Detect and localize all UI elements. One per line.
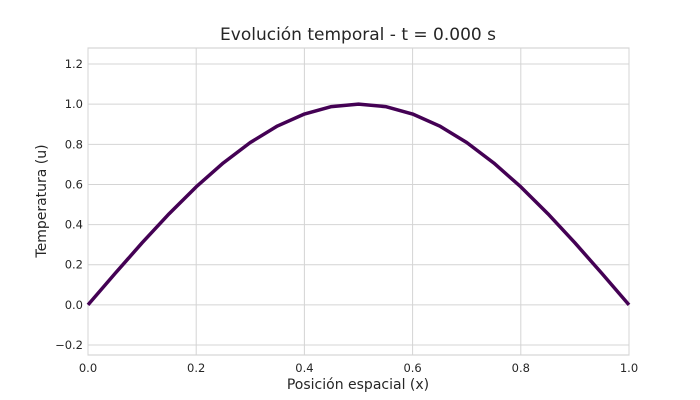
y-tick-label: 0.6 (65, 177, 83, 191)
y-axis-ticks: −0.2 0.0 0.2 0.4 0.6 0.8 1.0 1.2 (55, 57, 83, 352)
x-tick-label: 0.4 (295, 361, 313, 375)
y-tick-label: 1.2 (65, 57, 83, 71)
chart-title: Evolución temporal - t = 0.000 s (220, 25, 496, 45)
y-axis-label: Temperatura (u) (34, 144, 50, 258)
y-tick-label: 0.0 (65, 298, 83, 312)
y-tick-label: −0.2 (55, 338, 83, 352)
series-group (86, 102, 631, 306)
y-tick-label: 0.8 (65, 137, 83, 151)
x-tick-label: 0.8 (512, 361, 530, 375)
y-tick-label: 0.4 (65, 218, 83, 232)
y-tick-label: 0.2 (65, 258, 83, 272)
x-tick-label: 0.6 (403, 361, 421, 375)
plot-area (87, 47, 630, 356)
y-tick-label: 1.0 (65, 97, 83, 111)
series-line (86, 102, 631, 306)
x-axis-label: Posición espacial (x) (287, 377, 429, 393)
x-tick-label: 1.0 (620, 361, 638, 375)
x-tick-label: 0.0 (79, 361, 97, 375)
x-axis-ticks: 0.0 0.2 0.4 0.6 0.8 1.0 (79, 361, 638, 375)
x-tick-label: 0.2 (187, 361, 205, 375)
